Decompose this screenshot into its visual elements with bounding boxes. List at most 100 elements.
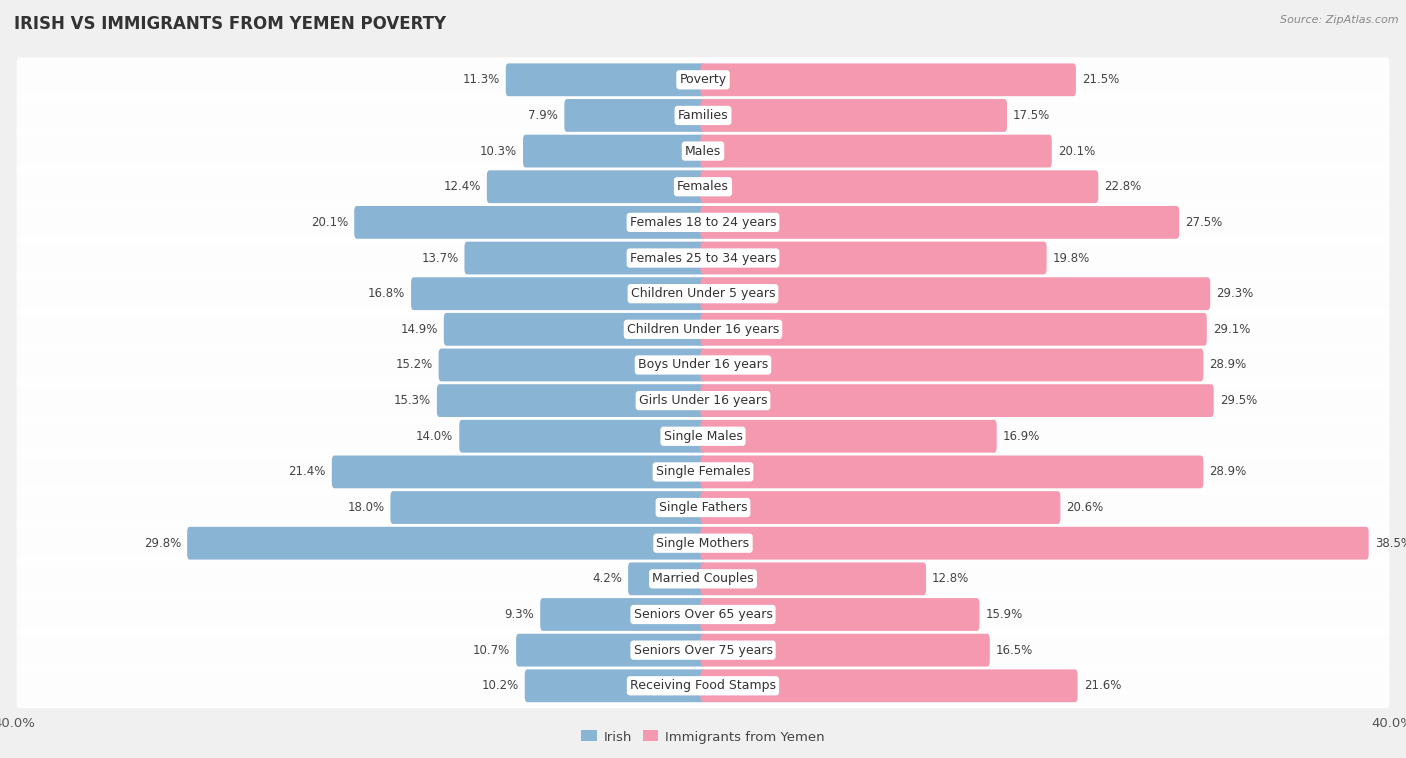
FancyBboxPatch shape: [516, 634, 706, 666]
Text: Females 25 to 34 years: Females 25 to 34 years: [630, 252, 776, 265]
FancyBboxPatch shape: [700, 456, 1204, 488]
FancyBboxPatch shape: [628, 562, 706, 595]
FancyBboxPatch shape: [17, 343, 1389, 387]
Text: 16.8%: 16.8%: [368, 287, 405, 300]
FancyBboxPatch shape: [700, 135, 1052, 168]
FancyBboxPatch shape: [700, 99, 1007, 132]
Text: Families: Families: [678, 109, 728, 122]
Text: 21.4%: 21.4%: [288, 465, 326, 478]
Text: 28.9%: 28.9%: [1209, 359, 1247, 371]
Text: IRISH VS IMMIGRANTS FROM YEMEN POVERTY: IRISH VS IMMIGRANTS FROM YEMEN POVERTY: [14, 15, 446, 33]
Text: 11.3%: 11.3%: [463, 74, 499, 86]
Text: 15.9%: 15.9%: [986, 608, 1022, 621]
FancyBboxPatch shape: [17, 556, 1389, 601]
Text: 27.5%: 27.5%: [1185, 216, 1222, 229]
Text: 17.5%: 17.5%: [1012, 109, 1050, 122]
FancyBboxPatch shape: [17, 271, 1389, 316]
FancyBboxPatch shape: [700, 206, 1180, 239]
FancyBboxPatch shape: [524, 669, 706, 702]
FancyBboxPatch shape: [700, 634, 990, 666]
Text: Receiving Food Stamps: Receiving Food Stamps: [630, 679, 776, 692]
FancyBboxPatch shape: [17, 663, 1389, 708]
Text: Girls Under 16 years: Girls Under 16 years: [638, 394, 768, 407]
Text: 21.5%: 21.5%: [1083, 74, 1119, 86]
Text: Seniors Over 65 years: Seniors Over 65 years: [634, 608, 772, 621]
Text: 14.0%: 14.0%: [416, 430, 453, 443]
Text: 29.8%: 29.8%: [143, 537, 181, 550]
Text: 29.1%: 29.1%: [1213, 323, 1250, 336]
Text: 18.0%: 18.0%: [347, 501, 384, 514]
Text: 28.9%: 28.9%: [1209, 465, 1247, 478]
FancyBboxPatch shape: [464, 242, 706, 274]
FancyBboxPatch shape: [700, 562, 927, 595]
FancyBboxPatch shape: [700, 527, 1368, 559]
Text: Children Under 16 years: Children Under 16 years: [627, 323, 779, 336]
FancyBboxPatch shape: [700, 349, 1204, 381]
FancyBboxPatch shape: [564, 99, 706, 132]
FancyBboxPatch shape: [700, 491, 1060, 524]
FancyBboxPatch shape: [437, 384, 706, 417]
Text: 21.6%: 21.6%: [1084, 679, 1121, 692]
Text: Source: ZipAtlas.com: Source: ZipAtlas.com: [1281, 15, 1399, 25]
Text: 7.9%: 7.9%: [529, 109, 558, 122]
FancyBboxPatch shape: [700, 277, 1211, 310]
FancyBboxPatch shape: [17, 236, 1389, 280]
Text: 20.6%: 20.6%: [1066, 501, 1104, 514]
Text: Single Males: Single Males: [664, 430, 742, 443]
FancyBboxPatch shape: [391, 491, 706, 524]
Text: 10.7%: 10.7%: [472, 644, 510, 656]
FancyBboxPatch shape: [700, 598, 980, 631]
Text: Boys Under 16 years: Boys Under 16 years: [638, 359, 768, 371]
Text: 29.3%: 29.3%: [1216, 287, 1254, 300]
FancyBboxPatch shape: [700, 171, 1098, 203]
FancyBboxPatch shape: [17, 129, 1389, 174]
Text: 20.1%: 20.1%: [1057, 145, 1095, 158]
Text: Children Under 5 years: Children Under 5 years: [631, 287, 775, 300]
Text: 20.1%: 20.1%: [311, 216, 349, 229]
FancyBboxPatch shape: [332, 456, 706, 488]
Text: Seniors Over 75 years: Seniors Over 75 years: [634, 644, 772, 656]
FancyBboxPatch shape: [506, 64, 706, 96]
FancyBboxPatch shape: [17, 164, 1389, 209]
FancyBboxPatch shape: [700, 242, 1046, 274]
FancyBboxPatch shape: [17, 58, 1389, 102]
FancyBboxPatch shape: [354, 206, 706, 239]
FancyBboxPatch shape: [444, 313, 706, 346]
Text: Females 18 to 24 years: Females 18 to 24 years: [630, 216, 776, 229]
FancyBboxPatch shape: [17, 93, 1389, 138]
Text: 10.2%: 10.2%: [481, 679, 519, 692]
Text: Single Fathers: Single Fathers: [659, 501, 747, 514]
FancyBboxPatch shape: [17, 592, 1389, 637]
Text: 12.4%: 12.4%: [443, 180, 481, 193]
FancyBboxPatch shape: [17, 414, 1389, 459]
FancyBboxPatch shape: [700, 669, 1077, 702]
Text: 9.3%: 9.3%: [505, 608, 534, 621]
FancyBboxPatch shape: [187, 527, 706, 559]
FancyBboxPatch shape: [17, 307, 1389, 352]
Text: Single Females: Single Females: [655, 465, 751, 478]
FancyBboxPatch shape: [523, 135, 706, 168]
Text: 19.8%: 19.8%: [1053, 252, 1090, 265]
Text: 38.5%: 38.5%: [1375, 537, 1406, 550]
Text: Poverty: Poverty: [679, 74, 727, 86]
Legend: Irish, Immigrants from Yemen: Irish, Immigrants from Yemen: [576, 725, 830, 749]
FancyBboxPatch shape: [439, 349, 706, 381]
Text: 4.2%: 4.2%: [592, 572, 621, 585]
FancyBboxPatch shape: [700, 64, 1076, 96]
Text: Single Mothers: Single Mothers: [657, 537, 749, 550]
FancyBboxPatch shape: [486, 171, 706, 203]
Text: 15.3%: 15.3%: [394, 394, 430, 407]
FancyBboxPatch shape: [17, 628, 1389, 672]
FancyBboxPatch shape: [17, 378, 1389, 423]
Text: 16.5%: 16.5%: [995, 644, 1033, 656]
FancyBboxPatch shape: [17, 485, 1389, 530]
FancyBboxPatch shape: [411, 277, 706, 310]
FancyBboxPatch shape: [700, 313, 1206, 346]
FancyBboxPatch shape: [700, 384, 1213, 417]
FancyBboxPatch shape: [17, 449, 1389, 494]
FancyBboxPatch shape: [460, 420, 706, 453]
Text: Females: Females: [678, 180, 728, 193]
Text: Males: Males: [685, 145, 721, 158]
FancyBboxPatch shape: [540, 598, 706, 631]
Text: 13.7%: 13.7%: [422, 252, 458, 265]
